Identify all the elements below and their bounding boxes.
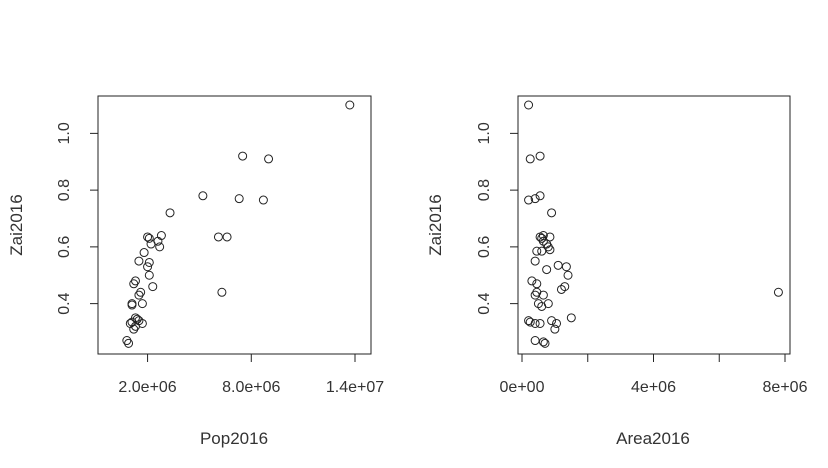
x-axis-label-area: Area2016 xyxy=(616,429,690,448)
data-point xyxy=(217,287,227,297)
data-point xyxy=(532,246,542,256)
data-point xyxy=(560,282,570,292)
data-point xyxy=(540,338,550,348)
ticks-pop: 2.0e+06 8.0e+06 1.4e+07 0.4 0.6 0.8 1.0 xyxy=(56,122,384,396)
data-point xyxy=(538,337,548,347)
y-tick-label: 0.6 xyxy=(476,236,493,258)
data-point xyxy=(535,318,545,328)
data-point xyxy=(525,317,535,327)
data-point xyxy=(144,270,154,280)
x-tick-label: 8.0e+06 xyxy=(222,379,280,396)
data-point xyxy=(553,260,563,270)
data-point xyxy=(258,195,268,205)
data-point xyxy=(533,299,543,309)
ticks-area: 0e+00 4e+06 8e+06 0.4 0.6 0.8 1.0 xyxy=(476,122,808,396)
panel-area: 0e+00 4e+06 8e+06 0.4 0.6 0.8 1.0 Area2016 Zai… xyxy=(426,95,808,448)
data-point xyxy=(144,233,154,243)
points-area xyxy=(524,100,783,348)
y-tick-label: 0.4 xyxy=(56,292,73,314)
data-point xyxy=(566,313,576,323)
y-tick-label: 0.8 xyxy=(476,179,493,201)
data-point xyxy=(264,154,274,164)
y-tick-label: 1.0 xyxy=(56,122,73,144)
data-point xyxy=(530,194,540,204)
data-point xyxy=(139,248,149,258)
y-tick-label: 1.0 xyxy=(476,122,493,144)
data-point xyxy=(234,194,244,204)
data-point xyxy=(525,154,535,164)
data-point xyxy=(146,239,156,249)
data-point xyxy=(530,318,540,328)
data-point xyxy=(543,299,553,309)
data-point xyxy=(155,242,165,252)
x-tick-label: 0e+00 xyxy=(500,379,545,396)
data-point xyxy=(532,279,542,289)
data-point xyxy=(165,208,175,218)
data-point xyxy=(524,195,534,205)
data-point xyxy=(773,287,783,297)
plot-frame-pop xyxy=(97,95,372,355)
data-point xyxy=(124,338,134,348)
y-tick-label: 0.6 xyxy=(56,236,73,258)
data-point xyxy=(130,321,140,331)
data-point xyxy=(148,282,158,292)
data-point xyxy=(538,290,548,300)
data-point xyxy=(213,232,223,242)
data-point xyxy=(143,262,153,272)
panel-pop: 2.0e+06 8.0e+06 1.4e+07 0.4 0.6 0.8 1.0 Pop201… xyxy=(7,95,384,448)
data-point xyxy=(345,100,355,110)
data-point xyxy=(122,336,132,346)
data-point xyxy=(527,276,537,286)
x-axis-label-pop: Pop2016 xyxy=(200,429,268,448)
plot-frame-area xyxy=(517,95,791,355)
data-point xyxy=(137,299,147,309)
data-point xyxy=(542,265,552,275)
data-point xyxy=(530,336,540,346)
data-point xyxy=(134,256,144,266)
data-point xyxy=(238,151,248,161)
data-point xyxy=(537,246,547,256)
data-point xyxy=(563,270,573,280)
data-point xyxy=(552,318,562,328)
data-point xyxy=(143,232,153,242)
x-tick-label: 1.4e+07 xyxy=(326,379,384,396)
y-tick-label: 0.4 xyxy=(476,292,493,314)
data-point xyxy=(556,284,566,294)
y-axis-label-pop: Zai2016 xyxy=(7,194,26,255)
data-point xyxy=(550,324,560,334)
y-tick-label: 0.8 xyxy=(56,179,73,201)
data-point xyxy=(543,242,553,252)
data-point xyxy=(129,324,139,334)
data-point xyxy=(136,287,146,297)
data-point xyxy=(524,100,534,110)
data-point xyxy=(129,279,139,289)
y-axis-label-area: Zai2016 xyxy=(426,194,445,255)
data-point xyxy=(127,300,137,310)
data-point xyxy=(144,257,154,267)
data-point xyxy=(537,233,547,243)
data-point xyxy=(547,208,557,218)
data-point xyxy=(530,290,540,300)
points-pop xyxy=(122,100,355,348)
x-tick-label: 4e+06 xyxy=(631,379,676,396)
data-point xyxy=(530,256,540,266)
data-point xyxy=(222,232,232,242)
data-point xyxy=(561,262,571,272)
data-point xyxy=(198,191,208,201)
data-point xyxy=(130,276,140,286)
data-point xyxy=(535,191,545,201)
data-point xyxy=(134,290,144,300)
data-point xyxy=(538,231,548,241)
data-point xyxy=(535,151,545,161)
x-tick-label: 2.0e+06 xyxy=(118,379,176,396)
data-point xyxy=(538,236,548,246)
data-point xyxy=(547,316,557,326)
x-tick-label: 8e+06 xyxy=(763,379,808,396)
